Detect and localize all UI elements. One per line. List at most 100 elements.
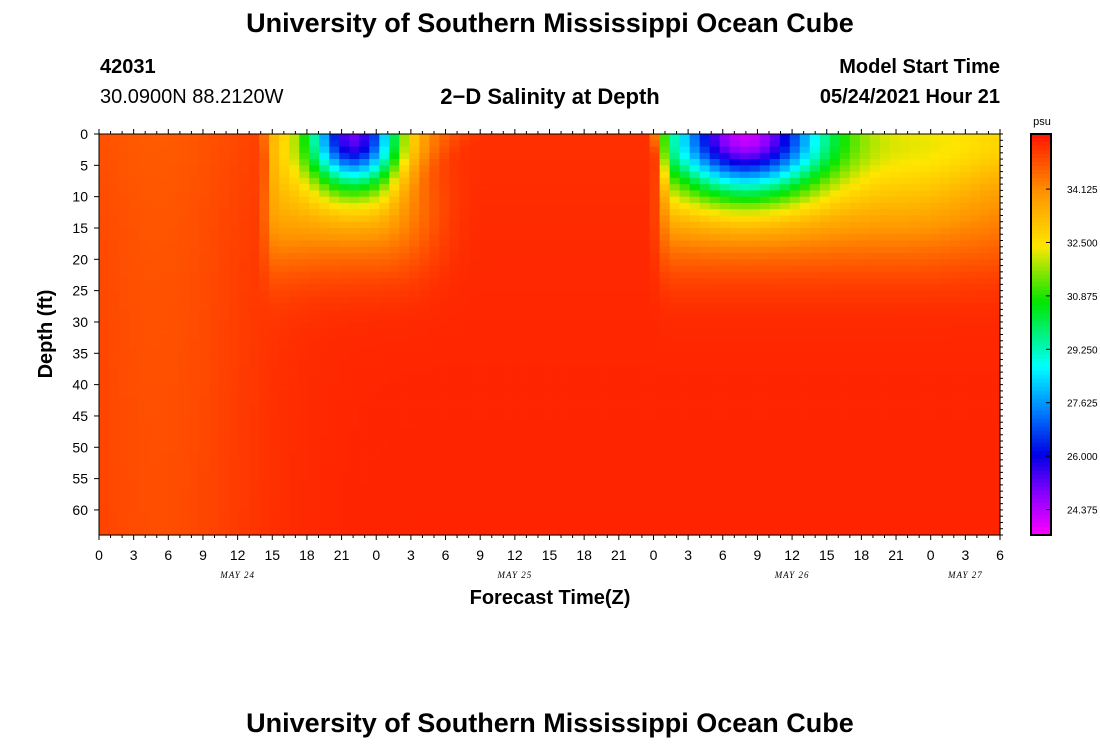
heatmap-cell <box>339 240 350 248</box>
heatmap-cell <box>499 378 511 386</box>
heatmap-cell <box>619 334 631 342</box>
heatmap-cell <box>149 321 160 329</box>
heatmap-cell <box>629 165 641 173</box>
heatmap-cell <box>629 290 641 298</box>
heatmap-cell <box>269 315 280 323</box>
heatmap-cell <box>359 152 370 160</box>
heatmap-cell <box>679 184 691 191</box>
heatmap-cell <box>319 397 330 405</box>
heatmap-cell <box>529 159 541 166</box>
heatmap-cell <box>279 378 290 386</box>
heatmap-cell <box>359 321 370 329</box>
heatmap-cell <box>339 202 350 210</box>
heatmap-cell <box>279 146 290 154</box>
heatmap-cell <box>869 365 881 373</box>
heatmap-cell <box>239 484 250 492</box>
heatmap-cell <box>549 403 561 411</box>
heatmap-cell <box>609 196 621 204</box>
heatmap-cell <box>459 403 471 411</box>
heatmap-cell <box>219 290 230 298</box>
heatmap-cell <box>869 428 881 436</box>
heatmap-cell <box>679 340 691 348</box>
heatmap-cell <box>149 296 160 304</box>
heatmap-cell <box>249 278 260 285</box>
heatmap-cell <box>129 359 140 367</box>
heatmap-cell <box>579 497 591 505</box>
heatmap-cell <box>779 165 791 173</box>
heatmap-cell <box>849 441 861 448</box>
heatmap-cell <box>739 196 751 204</box>
heatmap-cell <box>589 134 601 141</box>
heatmap-cell <box>269 146 280 154</box>
heatmap-cell <box>179 177 190 185</box>
heatmap-cell <box>439 303 450 311</box>
heatmap-cell <box>799 215 811 223</box>
heatmap-cell <box>159 227 170 235</box>
heatmap-cell <box>119 246 130 254</box>
heatmap-cell <box>139 390 150 398</box>
heatmap-cell <box>359 159 370 166</box>
heatmap-cell <box>209 378 220 386</box>
heatmap-cell <box>149 284 160 292</box>
heatmap-cell <box>99 484 110 492</box>
heatmap-cell <box>789 459 801 467</box>
heatmap-cell <box>379 478 390 486</box>
heatmap-cell <box>869 152 881 160</box>
heatmap-cell <box>689 177 701 185</box>
heatmap-cell <box>489 522 501 530</box>
heatmap-cell <box>869 372 881 379</box>
heatmap-cell <box>409 190 420 198</box>
heatmap-cell <box>279 209 290 217</box>
heatmap-cell <box>99 190 110 198</box>
heatmap-cell <box>309 516 320 524</box>
heatmap-cell <box>319 340 330 348</box>
heatmap-cell <box>359 265 370 273</box>
heatmap-cell <box>169 221 180 229</box>
heatmap-cell <box>719 234 731 242</box>
heatmap-cell <box>289 509 300 517</box>
heatmap-cell <box>689 215 701 223</box>
heatmap-cell <box>419 303 430 311</box>
heatmap-cell <box>609 334 621 342</box>
heatmap-cell <box>159 472 170 480</box>
heatmap-cell <box>499 397 511 405</box>
heatmap-cell <box>579 403 591 411</box>
heatmap-cell <box>829 215 841 223</box>
heatmap-cell <box>149 503 160 511</box>
heatmap-cell <box>779 491 791 499</box>
heatmap-cell <box>719 522 731 530</box>
heatmap-cell <box>199 246 210 254</box>
heatmap-cell <box>159 428 170 436</box>
heatmap-cell <box>219 152 230 160</box>
heatmap-cell <box>659 159 671 166</box>
heatmap-cell <box>469 190 481 198</box>
heatmap-cell <box>209 484 220 492</box>
heatmap-cell <box>749 146 761 154</box>
heatmap-cell <box>469 447 481 455</box>
heatmap-cell <box>699 403 711 411</box>
heatmap-cell <box>259 403 270 411</box>
heatmap-cell <box>649 403 661 411</box>
heatmap-cell <box>679 271 691 279</box>
heatmap-cell <box>819 321 831 329</box>
heatmap-cell <box>169 184 180 191</box>
heatmap-cell <box>569 378 581 386</box>
heatmap-cell <box>209 165 220 173</box>
heatmap-cell <box>319 472 330 480</box>
heatmap-cell <box>639 422 651 430</box>
heatmap-cell <box>829 265 841 273</box>
heatmap-cell <box>509 296 521 304</box>
heatmap-cell <box>299 315 310 323</box>
heatmap-cell <box>179 296 190 304</box>
heatmap-cell <box>289 215 300 223</box>
heatmap-cell <box>279 328 290 336</box>
heatmap-cell <box>839 284 851 292</box>
heatmap-cell <box>449 334 460 342</box>
heatmap-cell <box>669 397 681 405</box>
heatmap-cell <box>479 503 491 511</box>
heatmap-cell <box>509 159 521 166</box>
heatmap-cell <box>329 353 340 361</box>
heatmap-cell <box>289 315 300 323</box>
heatmap-cell <box>519 340 531 348</box>
heatmap-cell <box>99 428 110 436</box>
